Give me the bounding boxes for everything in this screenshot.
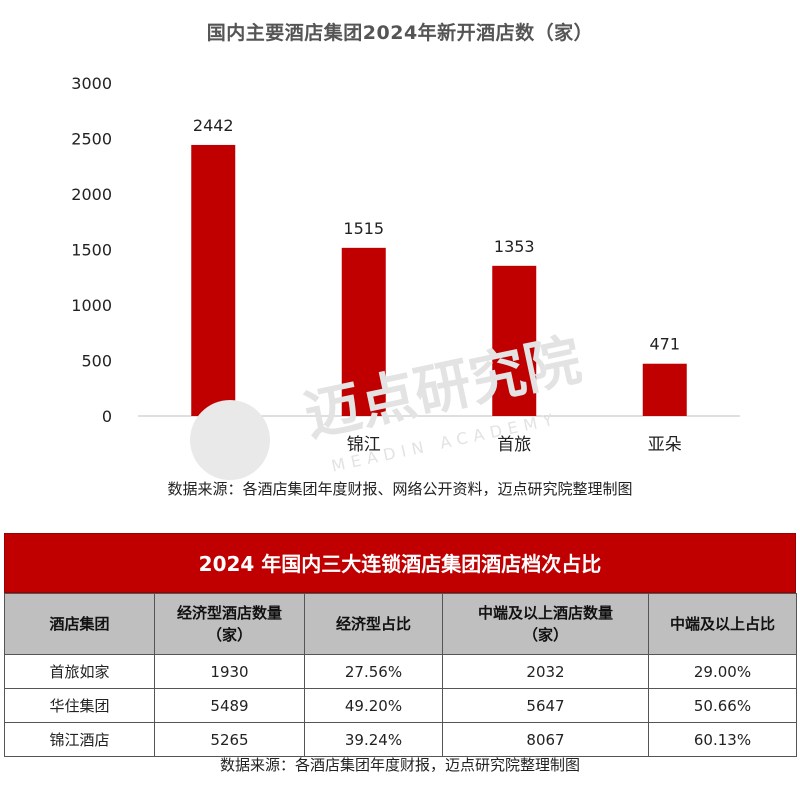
table-cell: 49.20%	[304, 688, 443, 723]
bar	[191, 144, 236, 417]
table-cell: 5647	[442, 688, 649, 723]
table-row: 锦江酒店 5265 39.24% 8067 60.13%	[4, 722, 797, 757]
data-label: 1353	[494, 237, 535, 256]
table-row: 首旅如家 1930 27.56% 2032 29.00%	[4, 654, 797, 689]
table-cell: 锦江酒店	[4, 722, 155, 757]
header-economy-count: 经济型酒店数量 （家）	[154, 593, 305, 655]
header-midscale-share: 中端及以上占比	[648, 593, 797, 655]
y-tick-label: 0	[102, 407, 112, 426]
table-cell: 2032	[442, 654, 649, 689]
data-table: 酒店集团 经济型酒店数量 （家） 经济型占比 中端及以上酒店数量 （家） 中端及…	[4, 593, 797, 757]
header-midscale-count: 中端及以上酒店数量 （家）	[442, 593, 649, 655]
y-tick-label: 2500	[71, 130, 112, 149]
table-title: 2024 年国内三大连锁酒店集团酒店档次占比	[4, 533, 796, 593]
header-economy-count-line1: 经济型酒店数量	[176, 604, 282, 622]
bar-chart: 0 500 1000 1500 2000 2500 3000 2442 华住 1515 锦江 1353…	[71, 74, 740, 455]
hotel-tier-table: 2024 年国内三大连锁酒店集团酒店档次占比 酒店集团 经济型酒店数量 （家） …	[4, 533, 797, 757]
header-economy-count-line2: （家）	[206, 626, 252, 644]
header-midscale-count-line2: （家）	[522, 626, 568, 644]
x-tick-label: 锦江	[347, 435, 381, 455]
table-cell: 华住集团	[4, 688, 155, 723]
table-cell: 5265	[154, 722, 305, 757]
data-label: 1515	[343, 219, 384, 238]
bar	[642, 363, 687, 416]
table-source-note: 数据来源：各酒店集团年度财报，迈点研究院整理制图	[219, 756, 580, 774]
x-tick-label: 首旅	[497, 435, 531, 455]
chart-source-note: 数据来源：各酒店集团年度财报、网络公开资料，迈点研究院整理制图	[167, 480, 633, 498]
bar	[341, 247, 386, 416]
table-header-row: 酒店集团 经济型酒店数量 （家） 经济型占比 中端及以上酒店数量 （家） 中端及…	[4, 593, 797, 655]
header-hotel-group: 酒店集团	[4, 593, 155, 655]
table-row: 华住集团 5489 49.20% 5647 50.66%	[4, 688, 797, 723]
y-tick-label: 2000	[71, 185, 112, 204]
table-cell: 首旅如家	[4, 654, 155, 689]
x-tick-label: 亚朵	[648, 435, 682, 455]
table-cell: 29.00%	[648, 654, 797, 689]
header-midscale-count-line1: 中端及以上酒店数量	[477, 604, 613, 622]
y-tick-label: 1500	[71, 241, 112, 260]
table-cell: 8067	[442, 722, 649, 757]
header-economy-share: 经济型占比	[304, 593, 443, 655]
data-label: 2442	[193, 116, 234, 135]
y-tick-label: 3000	[71, 74, 112, 93]
table-cell: 27.56%	[304, 654, 443, 689]
table-cell: 39.24%	[304, 722, 443, 757]
data-label: 471	[649, 335, 680, 354]
table-cell: 1930	[154, 654, 305, 689]
y-tick-label: 1000	[71, 296, 112, 315]
table-cell: 5489	[154, 688, 305, 723]
table-cell: 60.13%	[648, 722, 797, 757]
table-cell: 50.66%	[648, 688, 797, 723]
x-tick-label: 华住	[196, 435, 230, 455]
chart-title: 国内主要酒店集团2024年新开酒店数（家）	[206, 22, 594, 44]
bar	[492, 265, 537, 416]
y-tick-label: 500	[81, 352, 112, 371]
